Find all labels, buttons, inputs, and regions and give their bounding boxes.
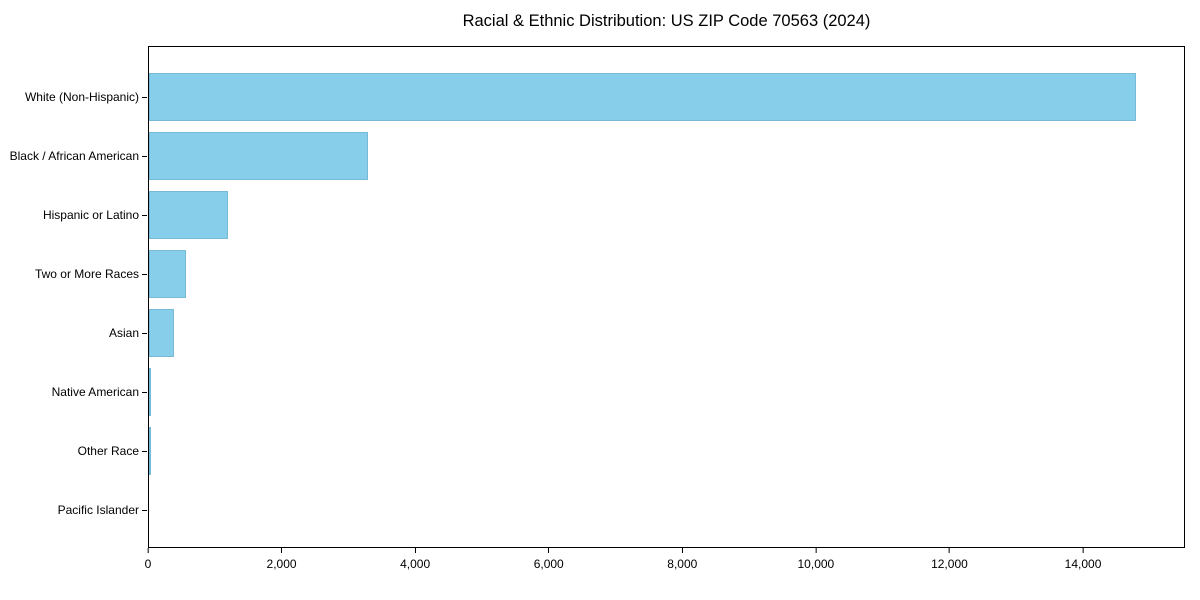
bar: [149, 131, 369, 180]
x-tick-mark: [548, 548, 550, 553]
category-label: Other Race: [77, 443, 139, 458]
category-label: Black / African American: [9, 148, 139, 163]
y-tick-mark: [142, 155, 147, 157]
x-tick-label: 0: [144, 557, 152, 571]
y-tick-mark: [142, 509, 147, 511]
chart-title: Racial & Ethnic Distribution: US ZIP Cod…: [462, 12, 871, 30]
x-tick-mark: [280, 548, 283, 553]
bar-rows-container: White (Non-Hispanic) Black / African Amer…: [10, 47, 1184, 547]
x-tick-mark: [681, 548, 683, 553]
bar-row: Two or More Races: [35, 244, 1184, 303]
x-tick-mark: [147, 548, 149, 553]
x-tick-mark: [815, 548, 817, 553]
x-tick-mark: [1082, 548, 1084, 553]
x-tick: 10,000: [797, 548, 835, 571]
plot-area: White (Non-Hispanic) Black / African Amer…: [10, 46, 1185, 548]
category-label: Pacific Islander: [57, 502, 139, 517]
bar: [149, 308, 174, 357]
x-axis: 0 2,000 4,000 6,000 8,000 10,000 12,000 14,000: [144, 548, 1185, 588]
category-label: White (Non-Hispanic): [24, 89, 139, 104]
category-label: Asian: [108, 325, 139, 340]
x-tick-label: 14,000: [1064, 557, 1102, 571]
y-tick-mark: [142, 332, 147, 334]
bar-row: Native American: [52, 362, 1184, 421]
y-tick-mark: [142, 450, 147, 452]
x-tick: 6,000: [534, 548, 564, 571]
bar: [149, 367, 151, 416]
bar-row: Black / African American: [10, 126, 1184, 185]
bar-row: White (Non-Hispanic): [25, 67, 1184, 126]
x-tick-label: 12,000: [931, 557, 968, 571]
category-label: Native American: [51, 384, 139, 399]
x-tick: 14,000: [1064, 548, 1102, 571]
y-tick-mark: [142, 391, 147, 393]
category-label: Two or More Races: [34, 266, 139, 281]
bar: [149, 426, 151, 475]
y-tick-mark: [142, 273, 147, 275]
bar-row: Pacific Islander: [58, 480, 1184, 539]
x-tick-mark: [414, 548, 416, 553]
bar-row: Hispanic or Latino: [43, 185, 1184, 244]
x-tick: 2,000: [267, 548, 297, 571]
bar-row: Other Race: [78, 421, 1184, 480]
bar: [149, 190, 228, 239]
y-tick-mark: [142, 214, 147, 216]
bar: [149, 249, 186, 298]
bar: [149, 72, 1136, 121]
bar-row: Asian: [109, 303, 1184, 362]
x-tick-label: 10,000: [797, 557, 835, 571]
x-tick: 0: [144, 548, 152, 571]
category-label: Hispanic or Latino: [42, 207, 139, 222]
x-tick: 12,000: [931, 548, 968, 571]
x-tick: 4,000: [400, 548, 430, 571]
x-tick-label: 4,000: [400, 557, 431, 571]
x-tick-mark: [948, 548, 951, 553]
y-tick-mark: [142, 96, 147, 98]
x-tick-label: 2,000: [266, 557, 297, 571]
x-tick-label: 6,000: [533, 557, 564, 571]
x-tick-label: 8,000: [667, 557, 698, 571]
x-tick: 8,000: [667, 548, 697, 571]
